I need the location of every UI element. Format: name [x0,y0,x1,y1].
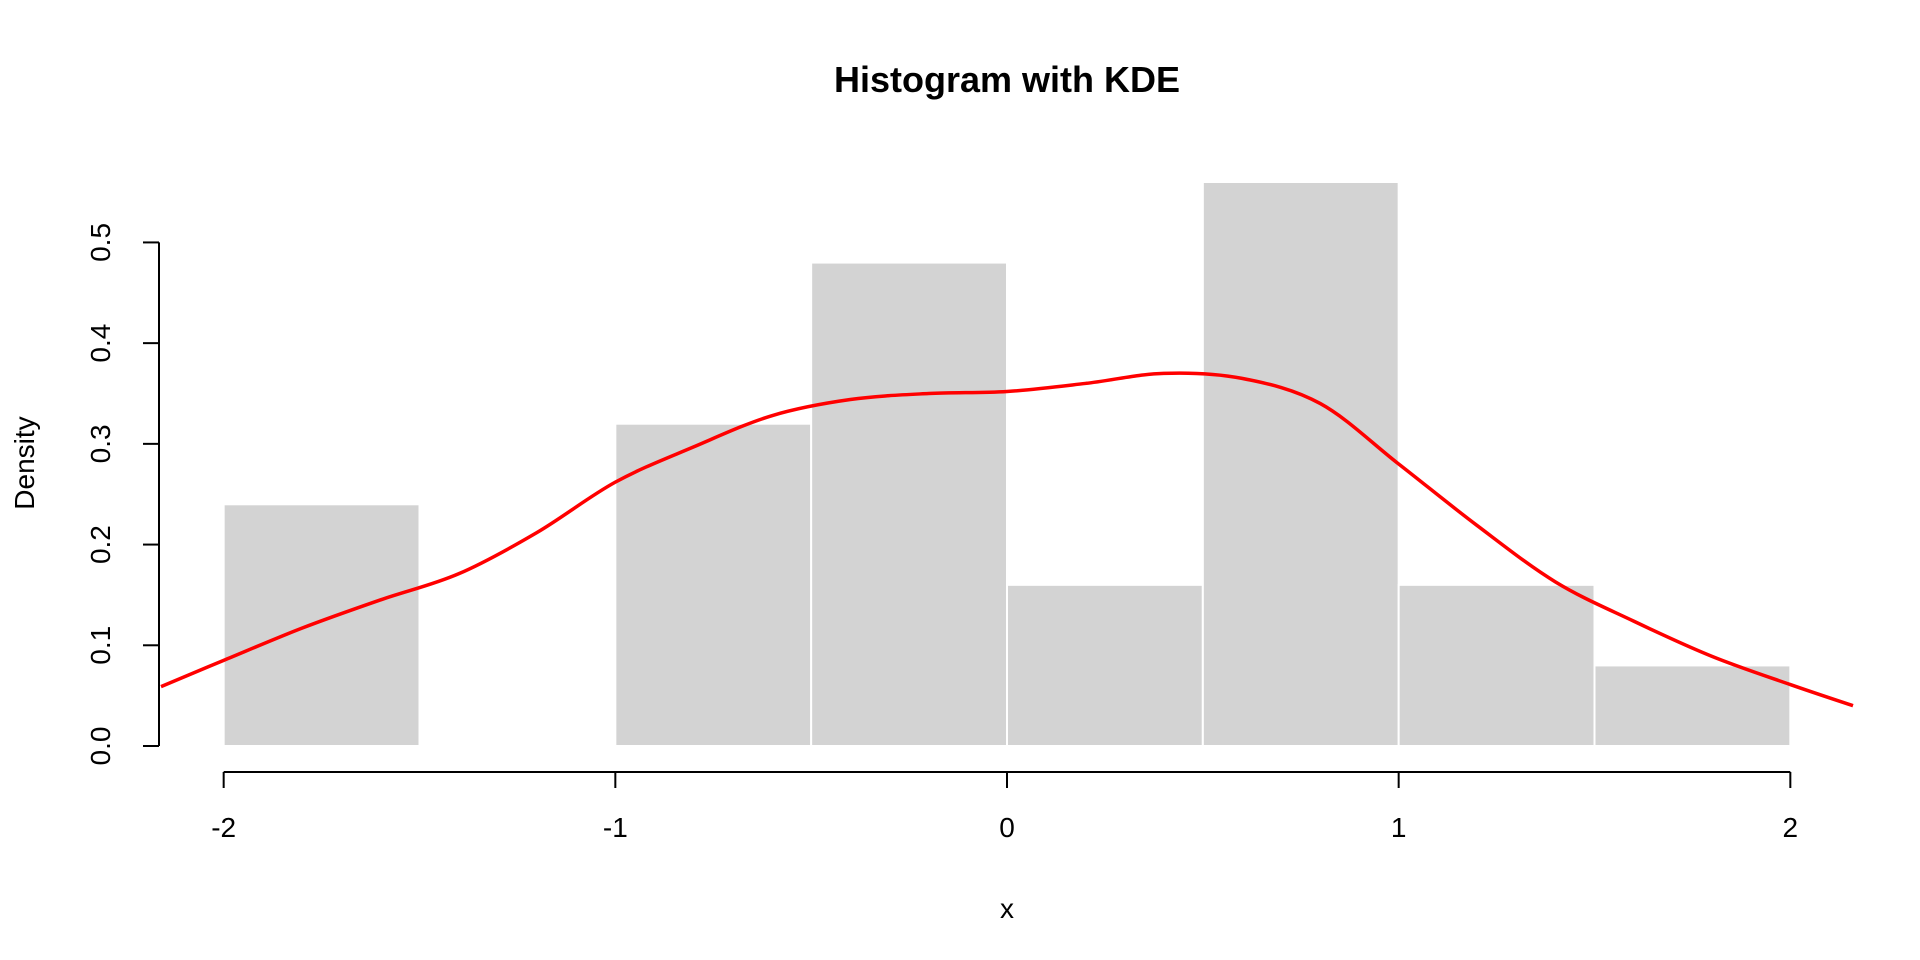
histogram-bar-0 [222,503,421,747]
x-tick-label: -1 [603,812,628,843]
chart-title: Histogram with KDE [834,59,1180,100]
y-tick-label: 0.0 [85,727,116,766]
histogram-bar-7 [1593,664,1792,748]
x-tick-label: -2 [211,812,236,843]
y-tick-label: 0.4 [85,324,116,363]
kde-line [160,371,1854,708]
x-tick-label: 0 [999,812,1015,843]
histogram-bar-5 [1201,181,1400,747]
histogram-bar-2 [614,422,813,747]
kde-layer [160,371,1854,708]
histogram-bar-6 [1397,583,1596,747]
x-tick-label: 1 [1391,812,1407,843]
y-tick-label: 0.1 [85,626,116,665]
histogram-bar-4 [1006,583,1204,747]
y-tick-label: 0.5 [85,223,116,262]
y-axis: 0.0 0.1 0.2 0.3 0.4 0.5 [85,223,160,766]
x-axis: -2 -1 0 1 2 [211,771,1799,843]
histogram-bar-3 [810,261,1009,747]
x-tick-label: 2 [1783,812,1799,843]
y-tick-label: 0.3 [85,424,116,463]
y-axis-label: Density [9,416,40,509]
bars-layer [222,181,1792,748]
y-tick-label: 0.2 [85,525,116,564]
x-axis-label: x [1000,893,1014,924]
